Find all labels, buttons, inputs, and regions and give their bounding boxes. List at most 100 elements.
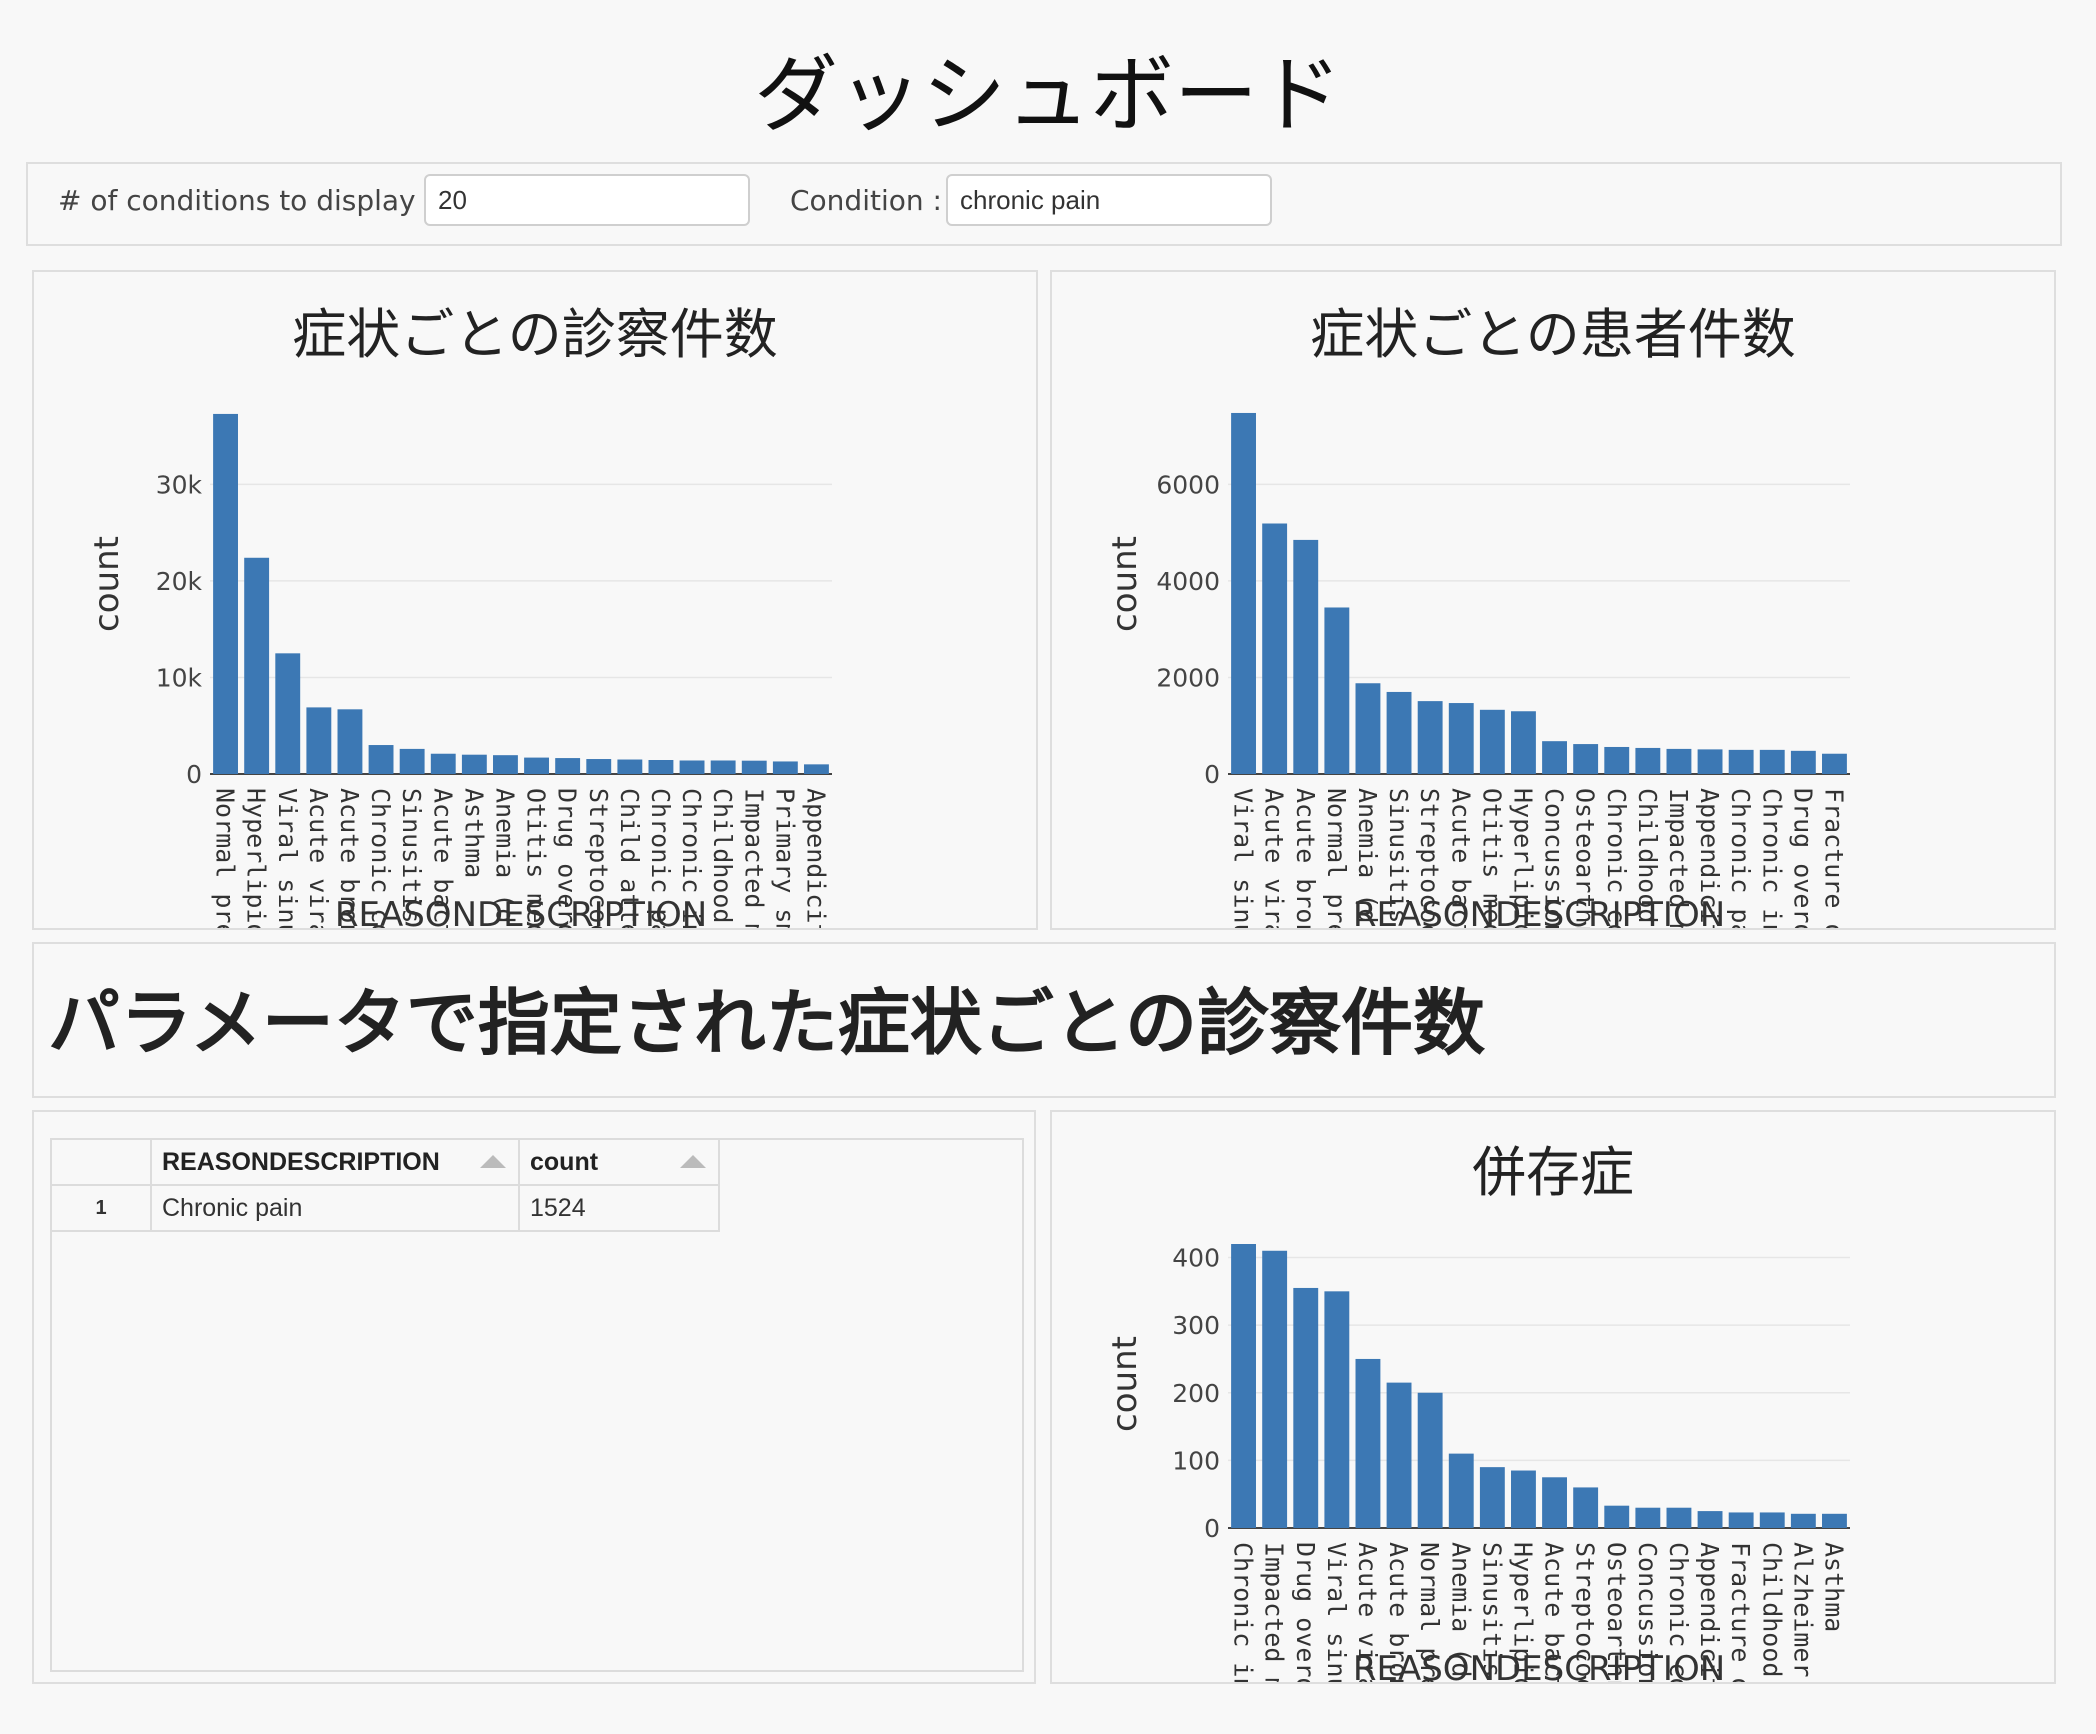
bar[interactable] xyxy=(1324,607,1350,774)
bar[interactable] xyxy=(1262,1250,1288,1528)
bar[interactable] xyxy=(1573,1487,1599,1528)
bar[interactable] xyxy=(1573,744,1599,774)
x-tick-label: Sinusitis (c xyxy=(397,788,426,930)
bar[interactable] xyxy=(1666,748,1692,774)
bar[interactable] xyxy=(1635,1507,1661,1528)
bar[interactable] xyxy=(1790,1513,1816,1528)
x-tick-label: Childhood a xyxy=(1757,1542,1786,1684)
bar[interactable] xyxy=(461,754,487,774)
x-tick-label: Acute viral p xyxy=(1353,1542,1382,1684)
bar[interactable] xyxy=(1697,1511,1723,1528)
x-tick-label: Acute bacte xyxy=(1446,788,1475,930)
y-tick-label: 200 xyxy=(1172,1379,1220,1408)
index-header xyxy=(52,1140,152,1186)
y-tick-label: 10k xyxy=(156,663,203,692)
x-tick-label: Otitis medi xyxy=(522,788,551,930)
bar[interactable] xyxy=(1759,749,1785,774)
bar[interactable] xyxy=(1355,1358,1381,1528)
bar[interactable] xyxy=(1822,1513,1847,1528)
bar[interactable] xyxy=(1479,709,1505,774)
bar[interactable] xyxy=(493,755,518,774)
x-tick-label: Acute bacte xyxy=(428,788,457,930)
bar[interactable] xyxy=(1604,1505,1630,1528)
bar[interactable] xyxy=(1293,539,1319,774)
x-tick-label: Chronic co xyxy=(366,788,395,930)
bar[interactable] xyxy=(1728,749,1754,774)
bar[interactable] xyxy=(244,557,270,774)
visits-chart: 0 10k 20k 30k Normal preg Hyperlipider Viral s… xyxy=(87,413,832,930)
x-tick-label: Fracture of xyxy=(1819,788,1848,930)
y-tick-label: 400 xyxy=(1172,1244,1220,1273)
bar[interactable] xyxy=(1417,1392,1443,1528)
bar[interactable] xyxy=(1293,1287,1319,1528)
bar[interactable] xyxy=(1231,412,1256,774)
bar[interactable] xyxy=(368,745,394,774)
bar[interactable] xyxy=(1822,753,1847,774)
x-tick-label: Impacted m xyxy=(1260,1542,1289,1684)
bar[interactable] xyxy=(275,653,301,774)
bar[interactable] xyxy=(1604,746,1630,774)
bar[interactable] xyxy=(213,413,238,774)
bar[interactable] xyxy=(430,753,456,774)
x-tick-label: Impacted m xyxy=(1664,788,1693,930)
bar[interactable] xyxy=(617,759,643,774)
bar[interactable] xyxy=(1666,1507,1692,1528)
x-tick-label: Childhood a xyxy=(708,788,737,930)
bar[interactable] xyxy=(1448,1453,1474,1528)
x-tick-label: Normal preg xyxy=(211,788,240,930)
bar[interactable] xyxy=(1262,523,1288,774)
table-header-row: REASONDESCRIPTION count xyxy=(52,1140,720,1186)
bar[interactable] xyxy=(1542,741,1567,774)
bar[interactable] xyxy=(555,758,581,774)
table-row[interactable]: 1 Chronic pain 1524 xyxy=(52,1186,720,1232)
y-tick-label: 100 xyxy=(1172,1446,1220,1475)
bar[interactable] xyxy=(399,748,425,774)
bar[interactable] xyxy=(648,760,674,774)
x-tick-label: Hyperlipider xyxy=(242,788,271,930)
bar[interactable] xyxy=(586,759,612,774)
bar[interactable] xyxy=(1324,1291,1350,1528)
bar[interactable] xyxy=(679,760,705,774)
bar[interactable] xyxy=(1790,750,1816,774)
bar[interactable] xyxy=(1511,711,1536,774)
bar[interactable] xyxy=(1479,1467,1505,1528)
bar[interactable] xyxy=(1355,683,1381,774)
x-tick-label: Asthma xyxy=(1819,1542,1848,1632)
x-tick-label: Hyperlipide xyxy=(1508,1542,1537,1684)
bar[interactable] xyxy=(1417,701,1443,774)
bar[interactable] xyxy=(524,757,549,774)
y-axis-title: count xyxy=(87,536,127,632)
bar[interactable] xyxy=(1728,1512,1754,1528)
bar[interactable] xyxy=(1697,749,1723,774)
sort-asc-icon[interactable] xyxy=(680,1155,706,1168)
x-tick-label: Impacted m xyxy=(739,788,768,930)
bar[interactable] xyxy=(741,760,767,774)
x-axis-title: REASONDESCRIPTION xyxy=(1353,1649,1725,1684)
bar[interactable] xyxy=(804,764,829,774)
count-input[interactable] xyxy=(424,174,750,226)
x-tick-label: Anemia (d xyxy=(490,788,519,923)
x-tick-label: Sinusitis (c xyxy=(1477,1542,1506,1684)
bar[interactable] xyxy=(772,761,798,774)
column-header-count[interactable]: count xyxy=(520,1140,720,1186)
bar[interactable] xyxy=(1511,1470,1536,1528)
sort-asc-icon[interactable] xyxy=(480,1155,506,1168)
bar[interactable] xyxy=(1448,703,1474,774)
x-tick-label: Acute bronc xyxy=(1384,1542,1413,1684)
count-cell: 1524 xyxy=(520,1186,720,1232)
bar[interactable] xyxy=(1386,1382,1412,1528)
bar[interactable] xyxy=(1231,1244,1256,1528)
bar[interactable] xyxy=(1542,1477,1567,1528)
bar[interactable] xyxy=(710,760,736,774)
chart-title: 併存症 xyxy=(1472,1141,1634,1204)
bar[interactable] xyxy=(306,707,332,774)
column-header-reason[interactable]: REASONDESCRIPTION xyxy=(152,1140,520,1186)
x-tick-label: Drug overd xyxy=(1788,788,1817,930)
y-tick-label: 0 xyxy=(186,760,202,789)
bar[interactable] xyxy=(1386,691,1412,774)
bar[interactable] xyxy=(337,709,363,774)
bar[interactable] xyxy=(1635,747,1661,774)
bar[interactable] xyxy=(1759,1512,1785,1528)
x-tick-label: Streptococ xyxy=(1571,1542,1600,1684)
condition-input[interactable] xyxy=(946,174,1272,226)
